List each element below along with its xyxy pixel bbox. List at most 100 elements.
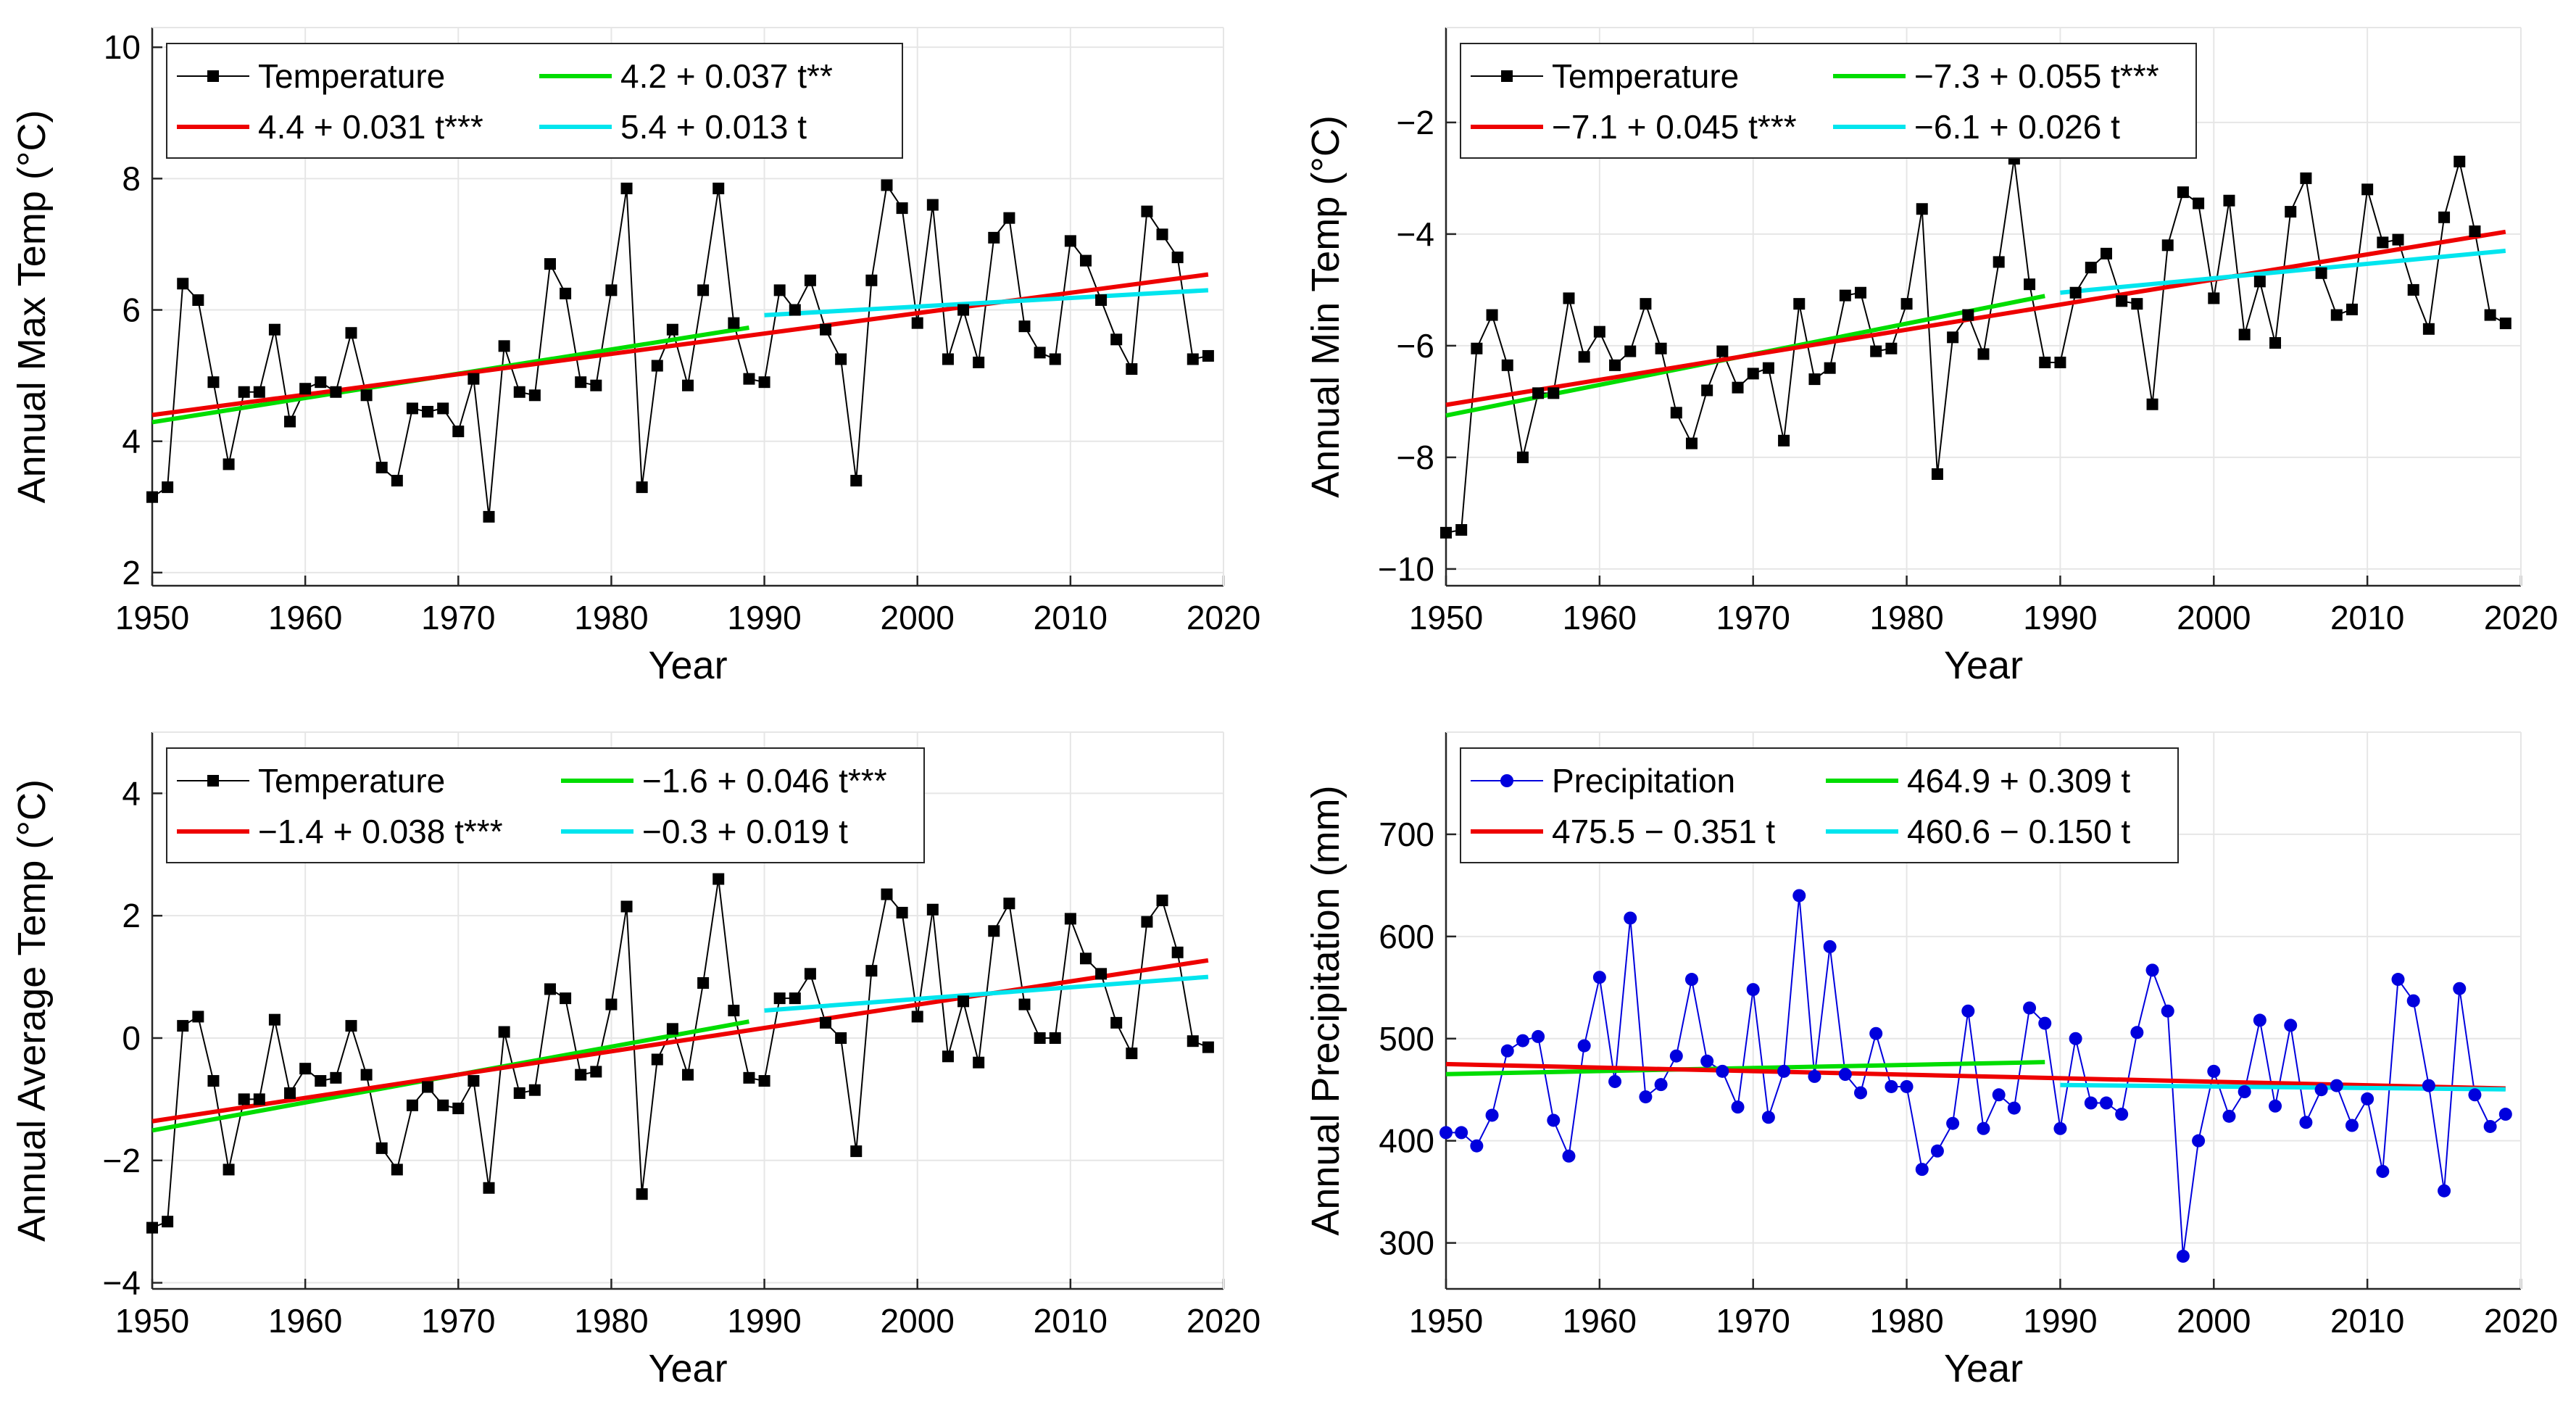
data-point xyxy=(835,1032,847,1044)
data-point xyxy=(682,379,694,391)
data-point xyxy=(468,1075,480,1087)
data-point xyxy=(375,1142,388,1154)
data-point xyxy=(2100,247,2112,260)
data-point xyxy=(1532,387,1545,399)
data-point xyxy=(636,481,648,494)
data-point xyxy=(253,386,265,398)
data-point xyxy=(2084,1096,2098,1110)
data-point xyxy=(1439,1126,1453,1140)
data-point xyxy=(223,1163,235,1176)
data-points xyxy=(146,873,1214,1234)
data-point xyxy=(498,340,510,352)
data-point xyxy=(575,1069,587,1081)
data-point xyxy=(2392,233,2404,246)
data-point xyxy=(1870,345,1882,357)
y-tick-label: −8 xyxy=(1397,439,1434,476)
data-point xyxy=(1171,946,1184,958)
data-point xyxy=(1900,1079,1914,1093)
data-point xyxy=(1793,298,1806,310)
data-point xyxy=(528,389,541,402)
data-point xyxy=(1064,913,1076,925)
data-point xyxy=(2469,225,2481,238)
data-point xyxy=(2377,236,2389,249)
y-axis-title: Annual Max Temp (°C) xyxy=(10,110,54,504)
data-point xyxy=(1746,983,1760,997)
y-tick-label: 10 xyxy=(104,28,141,66)
data-point xyxy=(2023,1001,2037,1015)
data-point xyxy=(468,373,480,385)
data-point xyxy=(2038,1016,2052,1030)
data-point xyxy=(1716,1064,1729,1078)
data-point xyxy=(406,1099,418,1111)
data-point xyxy=(1931,468,1943,480)
y-tick-label: 8 xyxy=(122,159,141,197)
data-point xyxy=(666,323,678,336)
data-point xyxy=(1885,342,1898,354)
data-point xyxy=(528,1084,541,1096)
data-point xyxy=(2299,1116,2313,1129)
trend-line-0 xyxy=(1445,1060,2045,1076)
legend-item-2: 475.5 − 0.351 t xyxy=(1471,813,1775,850)
data-point xyxy=(1592,971,1606,984)
data-point xyxy=(789,992,801,1005)
legend-box xyxy=(1460,43,2197,159)
data-point xyxy=(1516,1034,1529,1047)
data-point xyxy=(590,379,602,391)
data-point xyxy=(1915,1163,1929,1177)
legend-label: −1.6 + 0.046 t*** xyxy=(642,762,887,800)
data-point xyxy=(513,1087,525,1099)
x-tick-label: 1990 xyxy=(2023,599,2097,636)
data-point xyxy=(682,1069,694,1081)
data-point xyxy=(2438,211,2451,223)
data-point xyxy=(1916,203,1928,215)
x-tick-label: 1960 xyxy=(268,599,342,636)
legend: Precipitation 464.9 + 0.309 t 475.5 − 0.35… xyxy=(1460,747,2179,863)
x-tick-label: 1950 xyxy=(1409,599,1483,636)
data-point xyxy=(1947,331,1959,344)
legend-item-2: −7.1 + 0.045 t*** xyxy=(1471,108,1797,146)
x-tick-label: 2000 xyxy=(881,1302,955,1340)
data-point xyxy=(2115,1108,2129,1121)
legend-marker xyxy=(207,775,219,787)
series-line-temperature xyxy=(151,879,1209,1229)
data-point xyxy=(2314,1083,2328,1097)
data-point xyxy=(284,415,296,428)
data-point xyxy=(1762,362,1774,374)
legend-label: Precipitation xyxy=(1552,762,1735,800)
x-axis-title: Year xyxy=(1944,1347,2023,1390)
data-point xyxy=(1501,359,1513,371)
x-tick-label: 1990 xyxy=(2023,1302,2097,1340)
data-point xyxy=(1563,292,1575,304)
x-tick-label: 1970 xyxy=(421,599,495,636)
legend: Temperature 4.2 + 0.037 t** 4.4 + 0.031 t*… xyxy=(166,43,903,159)
legend-label: −7.1 + 0.045 t*** xyxy=(1552,108,1797,146)
data-point xyxy=(452,426,465,438)
data-point xyxy=(1792,889,1806,903)
data-point xyxy=(2422,1079,2435,1092)
legend-item-3: 460.6 − 0.150 t xyxy=(1826,813,2130,850)
data-point xyxy=(850,1145,863,1158)
y-tick-label: 4 xyxy=(122,423,141,460)
trend-line-1 xyxy=(1445,1061,2506,1091)
data-point xyxy=(1532,1029,1545,1043)
data-point xyxy=(2269,337,2282,349)
chart-panel-max: 1950 1960 1970 1980 1990 2000 2010 2020 2 4 6 8 10 Ye… xyxy=(10,27,1260,687)
data-point xyxy=(1110,1016,1123,1029)
y-axis-title: Annual Precipitation (mm) xyxy=(1304,785,1347,1235)
data-point xyxy=(2131,298,2143,310)
data-point xyxy=(896,202,908,215)
data-point xyxy=(973,357,985,368)
data-point xyxy=(1141,916,1153,928)
data-point xyxy=(896,906,908,918)
data-point xyxy=(804,274,816,286)
data-point xyxy=(1669,1049,1683,1063)
x-axis-title: Year xyxy=(648,1347,727,1390)
data-point xyxy=(2453,982,2467,995)
data-point xyxy=(1003,897,1015,910)
y-tick-label: −4 xyxy=(103,1264,141,1302)
y-tick-label: −2 xyxy=(1397,104,1434,141)
series-line-temperature xyxy=(1445,158,2506,534)
data-point xyxy=(758,376,770,389)
data-point xyxy=(1900,298,1913,310)
data-point xyxy=(2130,1026,2144,1040)
